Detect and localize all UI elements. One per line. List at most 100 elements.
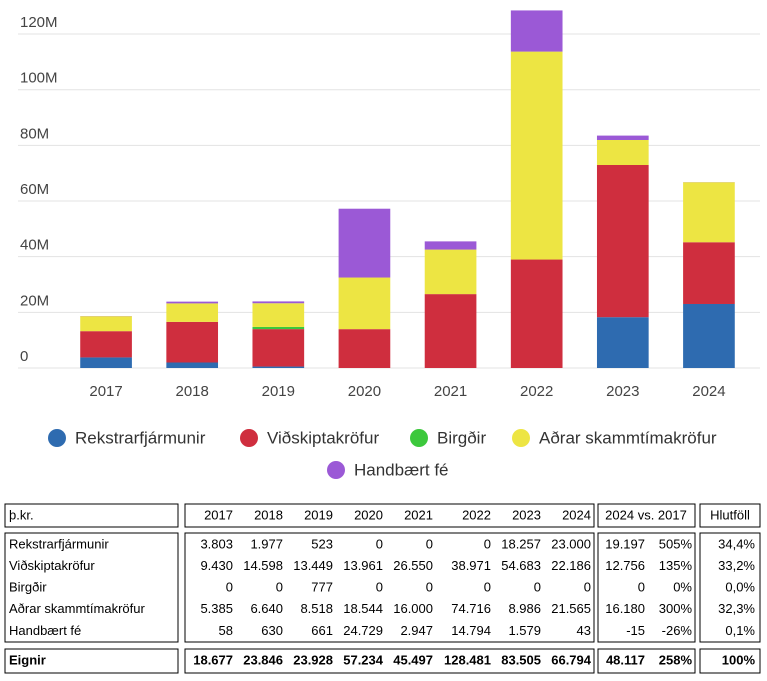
y-tick-label: 40M	[20, 237, 49, 254]
table-cell: 258%	[659, 652, 693, 667]
bar-segment	[338, 208, 391, 278]
legend-label: Viðskiptakröfur	[267, 428, 379, 447]
table-cell: 661	[311, 623, 333, 638]
table-cell: 1.579	[508, 623, 541, 638]
legend-marker	[327, 461, 345, 479]
table-cell: 43	[577, 623, 591, 638]
table-cell: Handbært fé	[9, 623, 81, 638]
table-cell: 505%	[659, 536, 693, 551]
table-cell: 2019	[304, 507, 333, 522]
bar-segment	[252, 301, 305, 304]
table-cell: 33,2%	[718, 558, 755, 573]
y-tick-label: 20M	[20, 292, 49, 309]
bar-segment	[683, 303, 735, 368]
bar-segment	[683, 242, 735, 304]
table-cell: 54.683	[501, 558, 541, 573]
bar-segment	[338, 277, 391, 330]
y-tick-label: 120M	[20, 14, 58, 31]
table-cell: 2017	[204, 507, 233, 522]
x-tick-label: 2017	[89, 383, 122, 400]
table-cell: 8.518	[300, 601, 333, 616]
table-box	[184, 648, 595, 674]
table-cell: 135%	[659, 558, 693, 573]
table-cell: 24.729	[343, 623, 383, 638]
bar-segment	[424, 241, 477, 250]
table-cell: 0	[226, 580, 233, 595]
bar-segment	[338, 329, 391, 368]
table-cell: 18.257	[501, 536, 541, 551]
table-cell: -26%	[662, 623, 693, 638]
bar-segment	[166, 321, 219, 363]
table-cell: Aðrar skammtímakröfur	[9, 601, 145, 616]
table-cell: 66.794	[551, 652, 592, 667]
bar-segment	[424, 249, 477, 295]
table-box	[699, 532, 761, 643]
table-cell: 2021	[404, 507, 433, 522]
bar-segment	[80, 331, 132, 358]
table-cell: 8.986	[508, 601, 541, 616]
table-cell: 0	[376, 580, 383, 595]
bar-segment	[510, 259, 563, 368]
table-cell: 14.598	[243, 558, 283, 573]
table-box	[597, 503, 696, 528]
bar-segment	[252, 366, 305, 368]
table-box	[184, 532, 595, 643]
legend-marker	[240, 429, 258, 447]
table-cell: 0	[426, 580, 433, 595]
table-cell: 57.234	[343, 652, 384, 667]
bar-segment	[252, 326, 305, 330]
table-cell: 14.794	[451, 623, 491, 638]
table-cell: 0	[638, 580, 645, 595]
table-cell: 2020	[354, 507, 383, 522]
table-cell: 0	[484, 536, 491, 551]
legend-marker	[410, 429, 428, 447]
legend-marker	[512, 429, 530, 447]
table-cell: 2022	[462, 507, 491, 522]
bar-segment	[80, 316, 132, 332]
bar-segment	[596, 165, 649, 318]
table-cell: 83.505	[501, 652, 541, 667]
table-box	[597, 648, 696, 674]
table-cell: 0,1%	[725, 623, 755, 638]
table-cell: 9.430	[200, 558, 233, 573]
bar-segment	[252, 303, 305, 327]
table-cell: 13.449	[293, 558, 333, 573]
table-cell: 0%	[673, 580, 692, 595]
table-cell: 21.565	[551, 601, 591, 616]
table-cell: 19.197	[605, 536, 645, 551]
bar-segment	[424, 294, 477, 368]
table-cell: þ.kr.	[9, 507, 34, 522]
table-box	[597, 532, 696, 643]
x-tick-label: 2018	[176, 383, 209, 400]
table-cell: 1.977	[250, 536, 283, 551]
table-cell: 22.186	[551, 558, 591, 573]
x-tick-label: 2021	[434, 383, 467, 400]
table-cell: 26.550	[393, 558, 433, 573]
table-cell: 23.846	[243, 652, 283, 667]
bar-segment	[596, 135, 649, 140]
table-cell: 16.180	[605, 601, 645, 616]
table-cell: -15	[626, 623, 645, 638]
table-cell: 12.756	[605, 558, 645, 573]
y-tick-label: 0	[20, 348, 28, 365]
legend-label: Handbært fé	[354, 460, 449, 479]
bar-segment	[252, 329, 305, 367]
table-box	[4, 532, 179, 643]
table-cell: 523	[311, 536, 333, 551]
table-cell: 0,0%	[725, 580, 755, 595]
legend-marker	[48, 429, 66, 447]
table-cell: 0	[484, 580, 491, 595]
table-cell: 18.544	[343, 601, 383, 616]
bar-segment	[166, 362, 219, 368]
legend-label: Rekstrarfjármunir	[75, 428, 206, 447]
table-cell: 2018	[254, 507, 283, 522]
y-tick-label: 60M	[20, 181, 49, 198]
table-box	[4, 648, 179, 674]
table-cell: 16.000	[393, 601, 433, 616]
table-cell: Eignir	[9, 652, 46, 667]
table-cell: 58	[219, 623, 233, 638]
table-cell: 3.803	[200, 536, 233, 551]
table-cell: 0	[376, 536, 383, 551]
bar-segment	[166, 303, 219, 322]
